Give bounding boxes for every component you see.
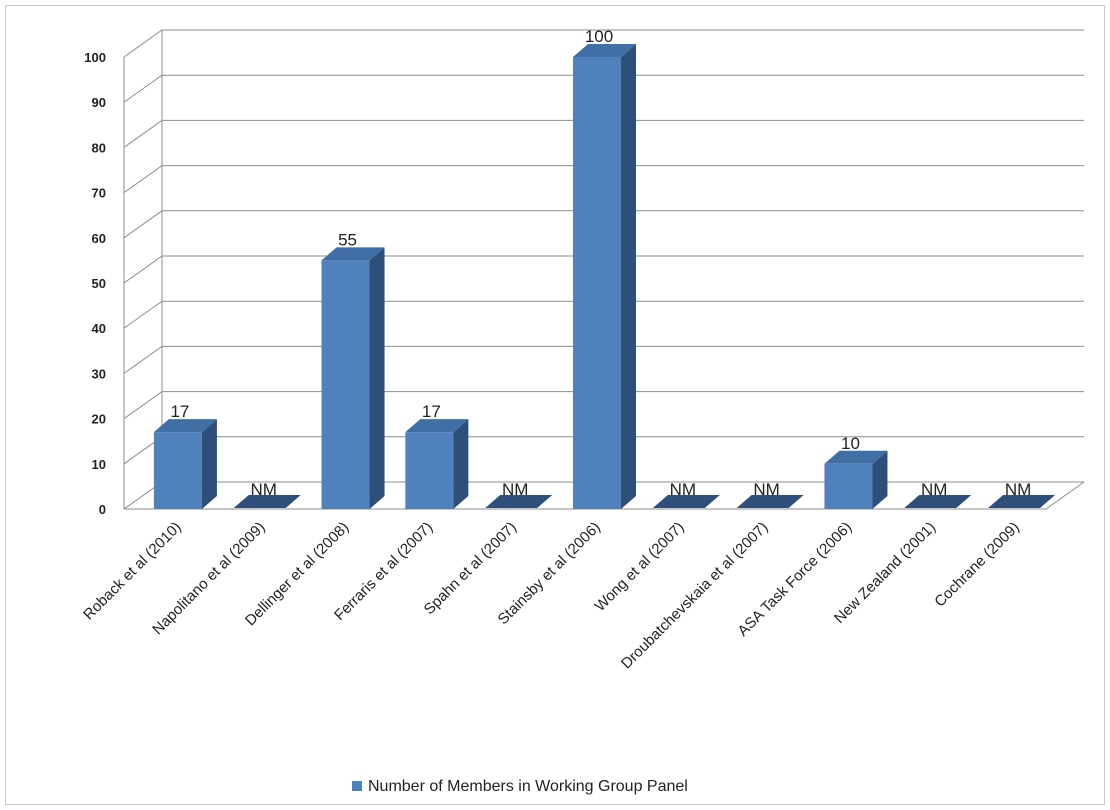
x-tick-label: Droubatchevskaia et al (2007): [618, 519, 772, 673]
y-tick-label: 40: [92, 321, 106, 336]
data-label: NM: [753, 480, 779, 499]
bar: [405, 419, 469, 509]
bar-top: [153, 419, 217, 433]
gridlines: [123, 29, 1085, 510]
x-axis-labels: Roback et al (2010)Napolitano et al (200…: [80, 519, 1023, 673]
bar-side: [369, 247, 385, 509]
bar-top: [824, 450, 888, 464]
bar-flat: [904, 495, 972, 508]
chart-frame: 0 10 20 30 40 50 60 70 80 90 100 17 NM 55 17 NM 100 NM NM…: [5, 5, 1105, 805]
x-tick-label: Cochrane (2009): [931, 519, 1023, 611]
bar-flat: [485, 495, 553, 508]
y-tick-label: 80: [92, 140, 106, 155]
bar: [153, 419, 217, 509]
bar: [988, 495, 1056, 508]
data-labels: 17 NM 55 17 NM 100 NM NM 10 NM NM: [170, 27, 1031, 499]
bars: [153, 44, 1056, 509]
x-tick-label: Wong et al (2007): [592, 519, 688, 615]
y-tick-label: 10: [92, 457, 106, 472]
legend: Number of Members in Working Group Panel: [352, 778, 688, 795]
data-label: 17: [422, 402, 441, 421]
x-tick-label: Spahn et al (2007): [421, 519, 520, 618]
y-tick-label: 30: [92, 366, 106, 381]
bar: [824, 450, 888, 509]
y-tick-label: 0: [99, 502, 106, 517]
data-label: NM: [921, 480, 947, 499]
bar: [573, 44, 636, 509]
y-tick-label: 50: [92, 276, 106, 291]
data-label: NM: [670, 480, 696, 499]
y-tick-label: 90: [92, 95, 106, 110]
bar-top: [573, 44, 636, 57]
bar-front: [573, 57, 621, 509]
data-label: NM: [502, 480, 528, 499]
bar-front: [321, 260, 370, 509]
bar-flat: [652, 495, 720, 508]
data-label: 17: [170, 402, 189, 421]
bar-front: [153, 432, 202, 509]
y-axis-ticks: 0 10 20 30 40 50 60 70 80 90 100: [84, 50, 106, 517]
data-label: NM: [251, 480, 277, 499]
bar: [233, 495, 301, 508]
legend-swatch: [352, 781, 362, 791]
y-tick-label: 20: [92, 412, 106, 427]
data-label: 55: [338, 230, 357, 249]
y-tick-label: 70: [92, 186, 106, 201]
y-tick-label: 60: [92, 231, 106, 246]
bar: [485, 495, 553, 508]
bar-side: [453, 419, 469, 509]
bar-side: [872, 450, 888, 509]
bar-side: [201, 419, 217, 509]
y-tick-label: 100: [84, 50, 106, 65]
data-label: 100: [585, 27, 613, 46]
bar-front: [405, 432, 454, 509]
bar-flat: [233, 495, 301, 508]
legend-label: Number of Members in Working Group Panel: [368, 778, 688, 795]
bar-chart: 0 10 20 30 40 50 60 70 80 90 100 17 NM 55 17 NM 100 NM NM…: [80, 27, 1085, 795]
bar-flat: [988, 495, 1056, 508]
data-label: NM: [1005, 480, 1031, 499]
bar-top: [405, 419, 469, 433]
bar: [652, 495, 720, 508]
bar-front: [824, 463, 873, 509]
bar: [904, 495, 972, 508]
bar: [736, 495, 804, 508]
data-label: 10: [841, 434, 860, 453]
bar: [321, 247, 385, 509]
bar-side: [621, 44, 636, 509]
bar-flat: [736, 495, 804, 508]
bar-top: [321, 247, 385, 261]
